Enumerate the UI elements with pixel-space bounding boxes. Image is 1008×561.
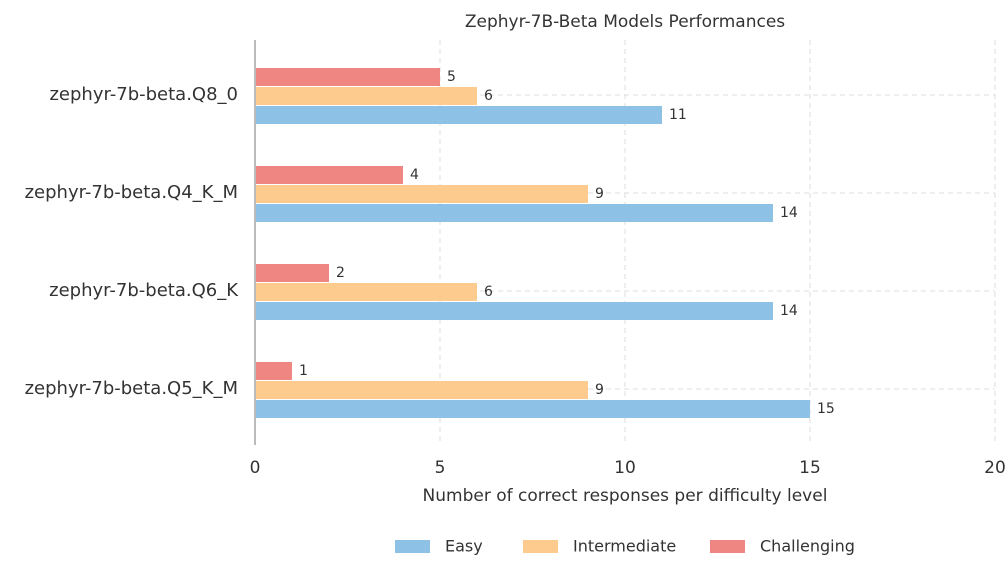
- bar: [255, 362, 292, 380]
- bar: [255, 204, 773, 222]
- x-tick-label: 5: [435, 458, 446, 478]
- legend-swatch: [395, 540, 430, 553]
- x-tick-label: 10: [614, 458, 636, 478]
- x-tick-label: 20: [984, 458, 1006, 478]
- x-tick-label: 0: [250, 458, 261, 478]
- y-tick-label: zephyr-7b-beta.Q5_K_M: [25, 378, 238, 399]
- bar: [255, 264, 329, 282]
- data-label: 5: [447, 69, 456, 85]
- legend-label: Easy: [445, 537, 483, 556]
- bar: [255, 185, 588, 203]
- data-label: 2: [336, 265, 345, 281]
- x-axis-label: Number of correct responses per difficul…: [423, 486, 828, 506]
- legend-label: Challenging: [760, 537, 855, 556]
- data-label: 15: [817, 401, 835, 417]
- data-label: 14: [780, 205, 798, 221]
- data-label: 6: [484, 284, 493, 300]
- bar: [255, 302, 773, 320]
- y-tick-label: zephyr-7b-beta.Q4_K_M: [25, 182, 238, 203]
- y-tick-label: zephyr-7b-beta.Q8_0: [49, 84, 238, 105]
- data-label: 9: [595, 382, 604, 398]
- data-label: 4: [410, 167, 419, 183]
- legend-swatch: [710, 540, 745, 553]
- legend-label: Intermediate: [573, 537, 676, 556]
- x-tick-label: 15: [799, 458, 821, 478]
- bar: [255, 400, 810, 418]
- data-label: 14: [780, 303, 798, 319]
- chart-title: Zephyr-7B-Beta Models Performances: [465, 12, 785, 32]
- data-label: 1: [299, 363, 308, 379]
- bar: [255, 106, 662, 124]
- bar: [255, 87, 477, 105]
- bar: [255, 381, 588, 399]
- data-label: 6: [484, 88, 493, 104]
- legend-swatch: [523, 540, 558, 553]
- bar: [255, 166, 403, 184]
- bar: [255, 68, 440, 86]
- data-label: 9: [595, 186, 604, 202]
- data-label: 11: [669, 107, 687, 123]
- bar: [255, 283, 477, 301]
- y-tick-label: zephyr-7b-beta.Q6_K: [49, 280, 239, 301]
